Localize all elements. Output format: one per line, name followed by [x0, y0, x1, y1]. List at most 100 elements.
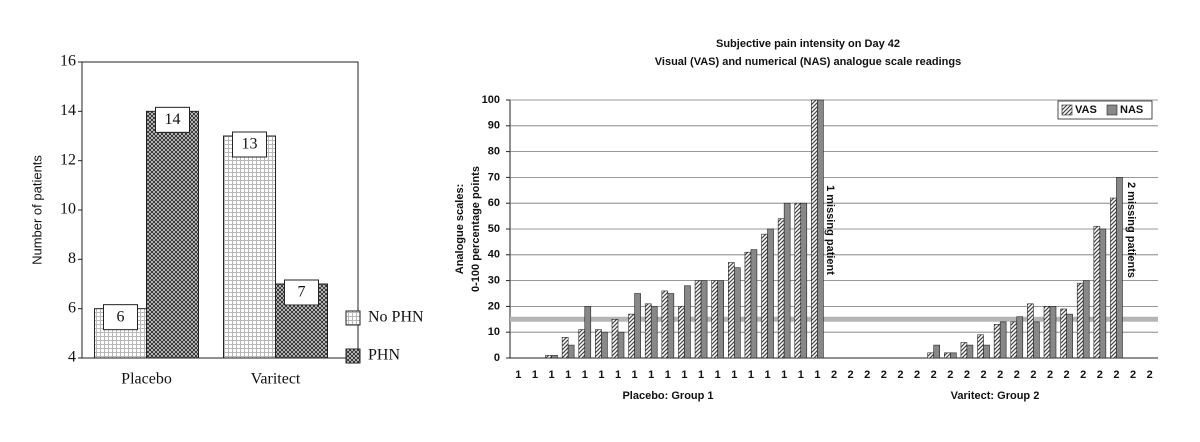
data-label-box	[103, 304, 138, 331]
data-label: 6	[117, 308, 125, 325]
x-tick-label: 1	[814, 369, 820, 381]
x-tick-label: 2	[831, 369, 837, 381]
x-tick-label: 2	[1064, 369, 1070, 381]
x-tick-label: 2	[997, 369, 1003, 381]
x-tick-label: 1	[548, 369, 554, 381]
legend-swatch	[345, 310, 361, 326]
bar	[611, 318, 619, 359]
bar	[1082, 280, 1090, 359]
bar	[999, 321, 1007, 359]
x-tick-label: 2	[1080, 369, 1086, 381]
bar	[950, 352, 957, 359]
x-tick-label: 2	[881, 369, 887, 381]
y-axis-label: Number of patients	[29, 155, 44, 265]
bar	[966, 344, 974, 359]
annotation: 2 missing patients	[1125, 182, 1137, 278]
y-tick-label: 90	[488, 120, 500, 132]
y-tick-label: 100	[482, 94, 500, 106]
x-tick-label: 2	[914, 369, 920, 381]
x-tick-label: 2	[1113, 369, 1119, 381]
x-tick-label: 2	[964, 369, 970, 381]
x-tick-label: 1	[615, 369, 621, 381]
x-tick-label: 1	[698, 369, 704, 381]
y-tick-label: 4	[68, 349, 76, 366]
y-tick-label: 8	[68, 250, 76, 267]
x-tick-label: 2	[848, 369, 854, 381]
y-tick-label: 30	[488, 275, 500, 287]
x-tick-label: 1	[565, 369, 571, 381]
chart-title: Subjective pain intensity on Day 42	[716, 38, 900, 50]
bar	[1010, 321, 1018, 359]
legend-swatch	[1106, 104, 1118, 116]
data-label-box	[232, 131, 267, 158]
x-tick-label: 2	[897, 369, 903, 381]
bar	[595, 329, 602, 359]
bar	[146, 110, 199, 359]
bar	[777, 218, 785, 359]
x-tick-label: 1	[748, 369, 754, 381]
data-label: 13	[242, 136, 258, 153]
x-tick-label: 2	[947, 369, 953, 381]
bar	[1043, 306, 1051, 359]
bar	[1033, 321, 1040, 359]
group-label: Varitect: Group 2	[951, 390, 1040, 402]
y-axis-label: Analogue scales:	[454, 184, 466, 274]
y-tick-label: 6	[68, 299, 76, 316]
bar	[800, 202, 808, 359]
bar	[927, 352, 934, 359]
y-tick-label: 70	[488, 171, 500, 183]
bar	[634, 293, 641, 359]
bar	[601, 331, 608, 359]
x-tick-label: Placebo	[121, 371, 172, 388]
x-tick-label: 1	[665, 369, 671, 381]
bar	[1066, 313, 1073, 359]
x-tick-label: 1	[582, 369, 588, 381]
legend-swatch	[345, 348, 361, 364]
annotation: 1 missing patient	[824, 185, 836, 275]
bar	[667, 293, 675, 359]
x-tick-label: 1	[715, 369, 721, 381]
y-tick-label: 20	[488, 300, 500, 312]
bar	[617, 331, 625, 359]
bar	[223, 135, 276, 359]
y-tick-label: 60	[488, 197, 500, 209]
bar	[1076, 282, 1084, 359]
group-label: Placebo: Group 1	[622, 390, 713, 402]
x-tick-label: 2	[1130, 369, 1136, 381]
bar	[1099, 228, 1107, 359]
data-label-box	[284, 279, 319, 306]
x-tick-label: 1	[781, 369, 787, 381]
bar	[694, 280, 702, 359]
bar	[783, 202, 791, 359]
y-tick-label: 16	[60, 53, 76, 70]
legend-label: NAS	[1120, 104, 1143, 116]
bar	[700, 280, 708, 359]
bar	[578, 329, 586, 359]
bar	[628, 313, 635, 359]
x-tick-label: 2	[980, 369, 986, 381]
y-tick-label: 14	[60, 102, 76, 119]
bar	[684, 285, 691, 359]
bar	[811, 99, 818, 359]
bar	[767, 228, 774, 359]
bar	[1016, 316, 1024, 359]
legend-label: No PHN	[368, 309, 424, 326]
y-tick-label: 10	[488, 326, 500, 338]
x-tick-label: 2	[931, 369, 937, 381]
bar	[650, 306, 658, 359]
legend-label: PHN	[368, 347, 400, 364]
bar	[734, 267, 741, 359]
bar	[561, 337, 569, 359]
x-tick-label: 1	[731, 369, 737, 381]
x-tick-label: 2	[1030, 369, 1036, 381]
x-tick-label: 1	[798, 369, 804, 381]
x-tick-label: 2	[1014, 369, 1020, 381]
bar	[1110, 197, 1117, 359]
x-tick-label: 2	[1097, 369, 1103, 381]
bar	[584, 306, 592, 359]
y-tick-label: 80	[488, 146, 500, 158]
bar	[794, 202, 802, 359]
bar	[1116, 177, 1123, 359]
bar	[993, 324, 1001, 359]
